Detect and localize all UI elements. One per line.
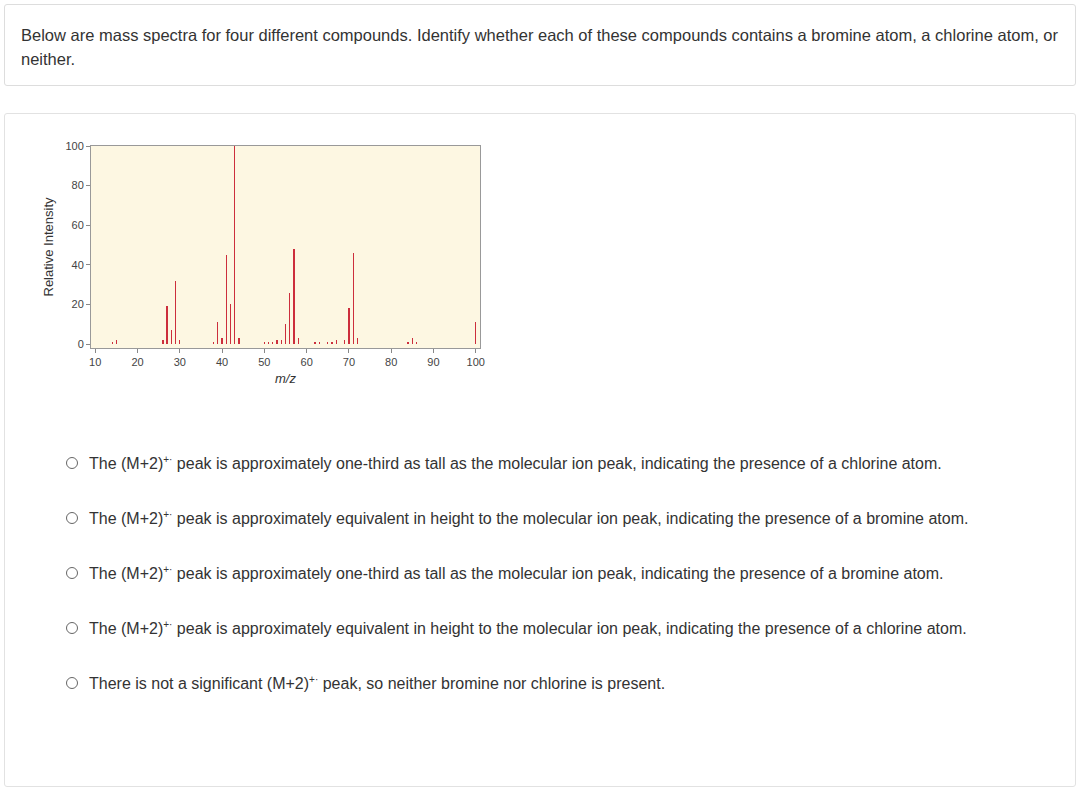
html-text:The (M+2)+·peak is approximate: The (M+2)+·peak is approximately equival… [89,618,967,637]
html-text:There is not a significant (M+: There is not a significant (M+2)+·peak, … [89,673,666,692]
svg-text:40: 40 [216,356,228,368]
html-text:Below are mass spectra for fou: Below are mass spectra for four differen… [21,26,1058,68]
html-text:The (M+2)+·peak is approximate: The (M+2)+·peak is approximately one-thi… [89,563,944,582]
svg-text:m/z: m/z [275,371,296,386]
html-text:The (M+2)+·peak is approximate: The (M+2)+·peak is approximately equival… [89,508,969,527]
svg-text:20: 20 [72,298,84,310]
svg-text:100: 100 [65,140,83,152]
svg-text:90: 90 [427,356,439,368]
svg-text:60: 60 [72,219,84,231]
svg-text:60: 60 [301,356,313,368]
svg-text:10: 10 [89,356,101,368]
svg-text:30: 30 [174,356,186,368]
svg-text:50: 50 [258,356,270,368]
svg-text:80: 80 [385,356,397,368]
svg-text:20: 20 [131,356,143,368]
html-text:The (M+2)+·peak is approximate: The (M+2)+·peak is approximately one-thi… [89,453,942,472]
svg-text:70: 70 [343,356,355,368]
svg-text:80: 80 [72,179,84,191]
svg-text:Relative Intensity: Relative Intensity [41,197,56,296]
svg-text:100: 100 [467,356,485,368]
svg-text:0: 0 [78,338,84,350]
svg-text:40: 40 [72,259,84,271]
